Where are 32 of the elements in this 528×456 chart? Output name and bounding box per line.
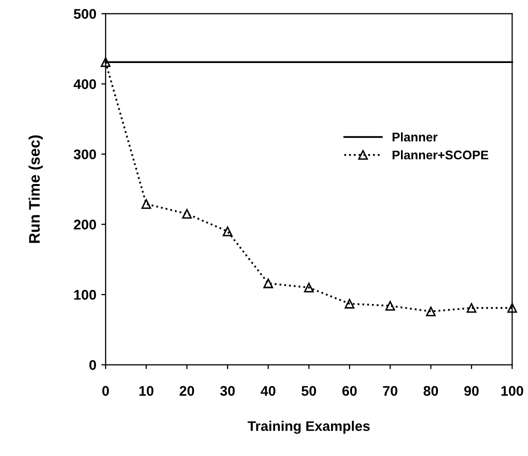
x-tick-label: 20	[180, 386, 194, 396]
point	[222, 226, 232, 236]
x-tick-label: 100	[501, 386, 524, 396]
x-tick-label: 90	[464, 386, 479, 396]
y-tick-label: 500	[74, 9, 96, 19]
point	[344, 298, 354, 309]
y-axis-title: Run Time (sec)	[28, 135, 43, 243]
x-tick-label: 30	[220, 386, 235, 396]
x-tick-label: 0	[102, 386, 109, 396]
x-tick-label: 70	[383, 386, 398, 396]
y-tick-label: 0	[89, 360, 96, 370]
point	[141, 199, 152, 209]
x-tick-label: 50	[302, 386, 316, 396]
y-tick-label: 200	[74, 220, 96, 230]
x-tick-label: 80	[424, 386, 438, 396]
x-axis-title: Training Examples	[248, 420, 370, 434]
point	[304, 282, 314, 292]
point	[466, 303, 476, 313]
legend-label: Planner	[392, 132, 438, 142]
point	[426, 306, 436, 316]
point	[507, 303, 518, 313]
point	[100, 57, 110, 67]
x-tick-label: 40	[260, 386, 276, 396]
y-tick-label: 300	[74, 149, 96, 160]
y-tick-label: 100	[74, 290, 96, 300]
y-tick-label: 400	[74, 79, 96, 90]
point	[385, 300, 396, 311]
x-tick-label: 10	[139, 386, 154, 396]
point	[263, 278, 274, 288]
x-tick-label: 60	[342, 386, 357, 396]
point	[182, 208, 192, 219]
legend-label: Planner+SCOPE	[392, 150, 488, 160]
